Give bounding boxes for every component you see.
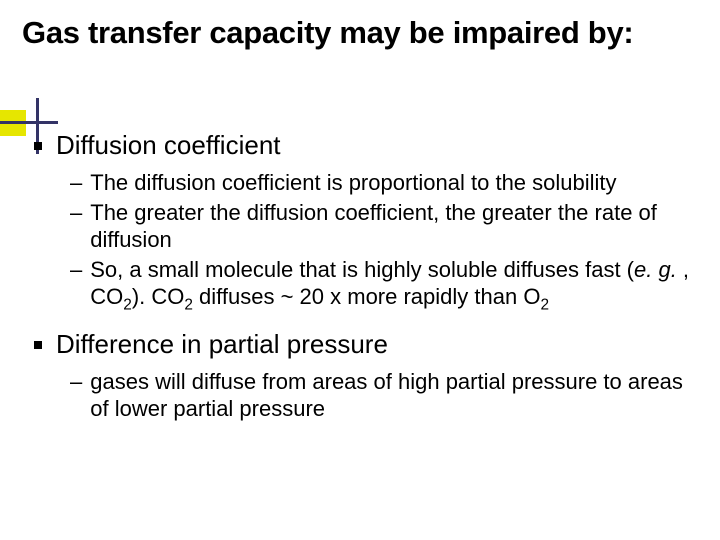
bullet-level2: – gases will diffuse from areas of high …	[70, 368, 690, 423]
bullet-level2: – So, a small molecule that is highly so…	[70, 256, 690, 311]
slide-body: Diffusion coefficient – The diffusion co…	[34, 130, 690, 425]
bullet-text: gases will diffuse from areas of high pa…	[90, 368, 690, 423]
bullet-level1: Diffusion coefficient	[34, 130, 690, 161]
dash-icon: –	[70, 256, 82, 284]
dash-icon: –	[70, 199, 82, 227]
slide: Gas transfer capacity may be impaired by…	[0, 0, 720, 540]
bullet-square-icon	[34, 142, 42, 150]
dash-icon: –	[70, 368, 82, 396]
bullet-square-icon	[34, 341, 42, 349]
bullet-text: Difference in partial pressure	[56, 329, 388, 360]
accent-cross-horizontal	[0, 121, 58, 124]
bullet-level2: – The diffusion coefficient is proportio…	[70, 169, 690, 197]
subscript: 2	[540, 297, 549, 314]
text-run: ). CO	[132, 284, 185, 309]
bullet-text: So, a small molecule that is highly solu…	[90, 256, 690, 311]
text-italic: e. g.	[634, 257, 683, 282]
subscript: 2	[184, 297, 193, 314]
bullet-text: The diffusion coefficient is proportiona…	[90, 169, 616, 197]
dash-icon: –	[70, 169, 82, 197]
bullet-text: Diffusion coefficient	[56, 130, 281, 161]
bullet-level1: Difference in partial pressure	[34, 329, 690, 360]
text-run: diffuses ~ 20 x more rapidly than O	[193, 284, 541, 309]
subscript: 2	[123, 297, 132, 314]
text-run: So, a small molecule that is highly solu…	[90, 257, 634, 282]
slide-title: Gas transfer capacity may be impaired by…	[22, 14, 690, 52]
bullet-text: The greater the diffusion coefficient, t…	[90, 199, 690, 254]
bullet-level2: – The greater the diffusion coefficient,…	[70, 199, 690, 254]
